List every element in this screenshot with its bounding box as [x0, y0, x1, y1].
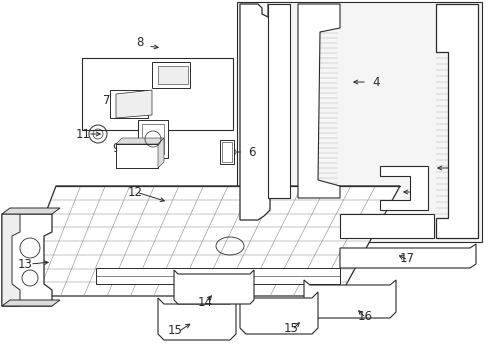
Polygon shape [297, 4, 339, 198]
Text: 2: 2 [417, 220, 425, 233]
Text: 13: 13 [18, 257, 33, 270]
Polygon shape [339, 214, 433, 238]
Polygon shape [138, 120, 168, 158]
Polygon shape [304, 280, 395, 318]
Polygon shape [2, 214, 52, 306]
Text: 5: 5 [417, 185, 425, 198]
Text: 3: 3 [297, 55, 305, 68]
Text: 7: 7 [103, 94, 110, 107]
Polygon shape [82, 58, 232, 130]
Text: 4: 4 [371, 76, 379, 89]
Polygon shape [158, 138, 163, 168]
Text: 1: 1 [459, 162, 467, 175]
Polygon shape [152, 62, 190, 88]
Polygon shape [116, 144, 158, 168]
Polygon shape [116, 138, 163, 144]
Text: 6: 6 [247, 145, 255, 158]
Polygon shape [267, 4, 289, 198]
Text: 16: 16 [357, 310, 372, 323]
Polygon shape [2, 300, 60, 306]
Text: 15: 15 [168, 324, 183, 337]
Polygon shape [110, 90, 148, 118]
Polygon shape [339, 244, 475, 268]
Text: 17: 17 [399, 252, 414, 265]
Polygon shape [2, 208, 60, 214]
Polygon shape [379, 166, 427, 210]
Polygon shape [220, 140, 234, 164]
Text: 14: 14 [198, 296, 213, 309]
Polygon shape [2, 214, 20, 306]
Polygon shape [158, 66, 187, 84]
Text: 9: 9 [112, 141, 119, 154]
Polygon shape [240, 4, 269, 220]
Polygon shape [237, 2, 481, 242]
Text: 12: 12 [128, 185, 142, 198]
Text: 10: 10 [152, 122, 166, 135]
Polygon shape [14, 186, 399, 296]
Text: 15: 15 [284, 321, 298, 334]
Polygon shape [174, 270, 253, 304]
Polygon shape [96, 268, 339, 284]
Polygon shape [116, 90, 152, 118]
Text: 11: 11 [76, 127, 91, 140]
Text: 8: 8 [136, 36, 143, 49]
Polygon shape [240, 292, 317, 334]
Polygon shape [435, 4, 477, 238]
Polygon shape [158, 298, 236, 340]
